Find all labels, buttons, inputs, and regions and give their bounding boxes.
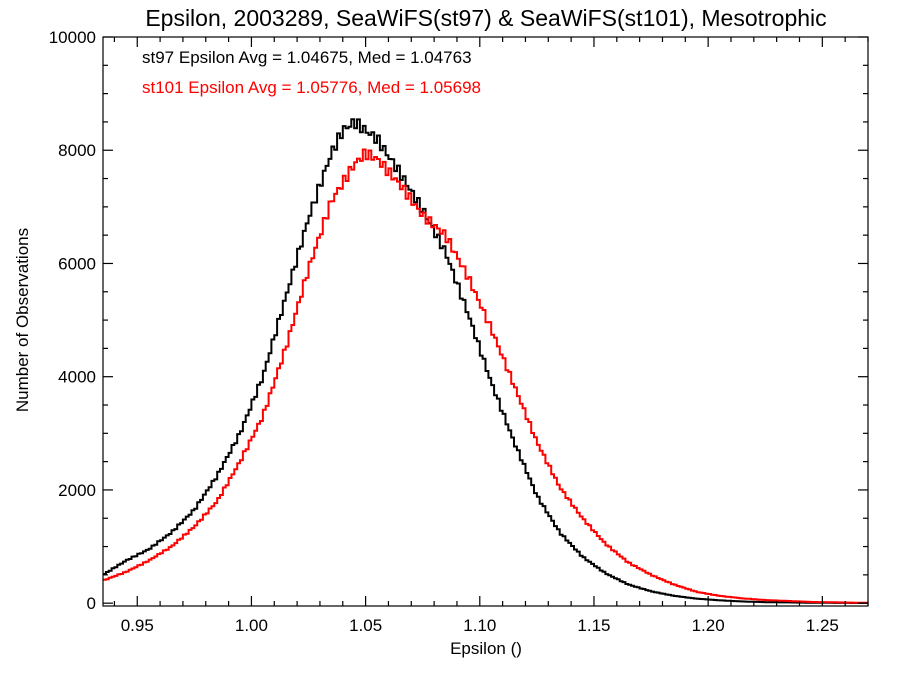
x-tick-label: 1.25 — [806, 616, 839, 635]
x-tick-label: 1.20 — [692, 616, 725, 635]
chart-title: Epsilon, 2003289, SeaWiFS(st97) & SeaWiF… — [145, 5, 826, 31]
plot-frame — [102, 36, 869, 607]
y-tick-label: 10000 — [49, 28, 96, 47]
histogram-series-0 — [103, 118, 868, 604]
x-tick-label: 0.95 — [121, 616, 154, 635]
axis-layer: 0.95 1.00 1.05 1.10 1.15 1.20 1.25 0 2000 4000 600… — [49, 28, 869, 635]
y-tick-label: 2000 — [58, 481, 96, 500]
annotation-st97: st97 Epsilon Avg = 1.04675, Med = 1.0476… — [142, 48, 472, 67]
y-tick-label: 0 — [87, 594, 96, 613]
series-layer — [103, 118, 868, 604]
x-tick-label: 1.00 — [235, 616, 268, 635]
annotation-st101: st101 Epsilon Avg = 1.05776, Med = 1.056… — [142, 78, 481, 97]
x-tick-label: 1.10 — [463, 616, 496, 635]
x-tick-label: 1.05 — [349, 616, 382, 635]
histogram-series-1 — [103, 148, 868, 604]
x-axis-label: Epsilon () — [450, 639, 522, 658]
y-axis-label: Number of Observations — [13, 228, 32, 412]
y-tick-label: 4000 — [58, 368, 96, 387]
y-tick-label: 6000 — [58, 254, 96, 273]
y-tick-label: 8000 — [58, 141, 96, 160]
x-tick-label: 1.15 — [577, 616, 610, 635]
